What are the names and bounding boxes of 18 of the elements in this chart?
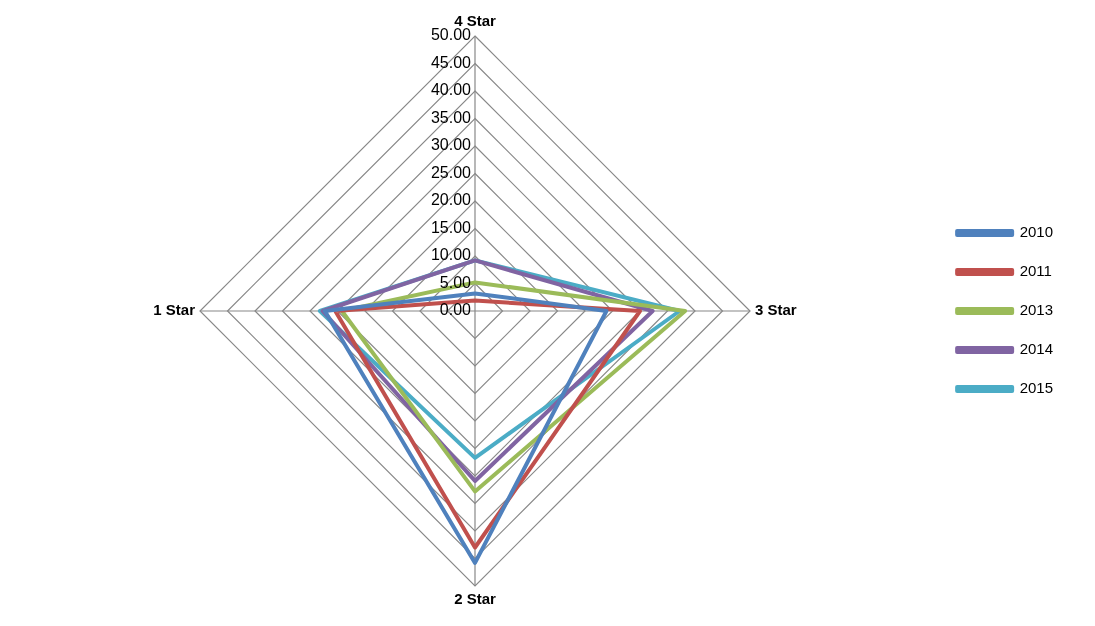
y-tick-label: 45.00: [430, 53, 472, 71]
legend-label: 2014: [1019, 340, 1054, 358]
y-tick-label: 35.00: [430, 108, 472, 126]
spoke-label: 3 Star: [755, 301, 797, 319]
legend-label: 2010: [1019, 223, 1054, 241]
legend-label: 2011: [1019, 262, 1052, 280]
spoke-label: 1 Star: [153, 301, 196, 319]
y-tick-label: 25.00: [430, 163, 472, 181]
y-tick-label: 20.00: [430, 191, 472, 209]
y-tick-label: 50.00: [430, 26, 472, 44]
spoke-label: 2 Star: [454, 590, 496, 608]
y-tick-label: 10.00: [430, 246, 472, 264]
legend-label: 2015: [1019, 379, 1054, 397]
y-tick-label: 40.00: [430, 81, 472, 99]
legend-label: 2013: [1019, 301, 1054, 319]
y-tick-label: 15.00: [430, 218, 472, 236]
y-tick-label: 0.00: [439, 301, 472, 319]
y-tick-label: 30.00: [430, 136, 472, 154]
